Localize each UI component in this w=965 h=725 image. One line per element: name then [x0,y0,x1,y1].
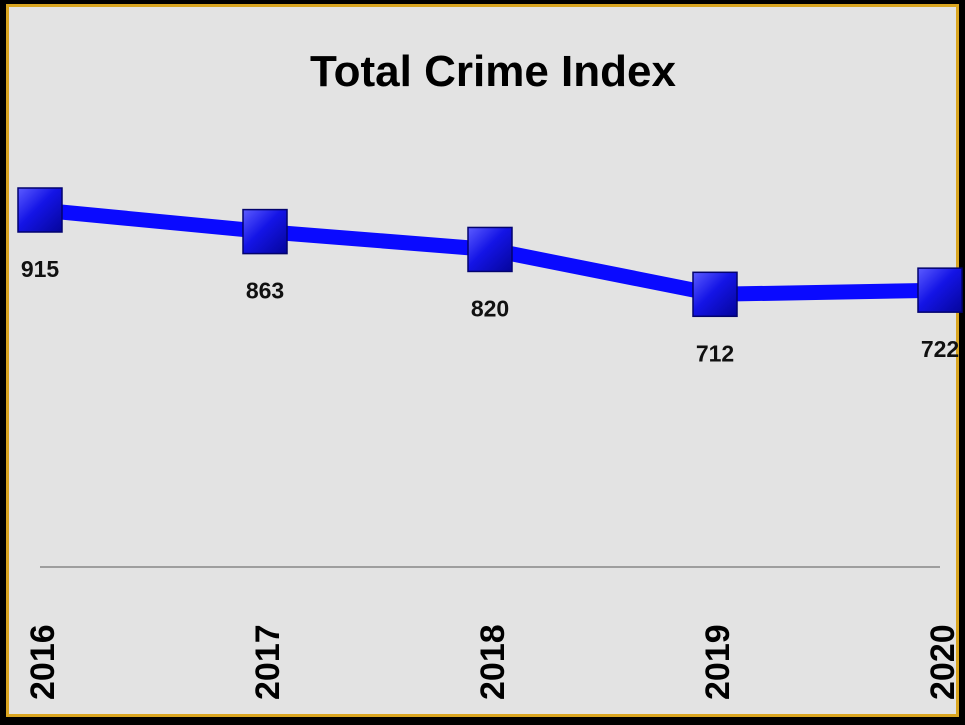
x-tick-label: 2019 [699,624,737,700]
data-point-marker [243,210,287,254]
data-label: 915 [21,256,60,282]
data-label: 712 [696,340,734,366]
data-point-marker [918,268,962,312]
x-tick-label: 2017 [249,624,287,700]
data-label: 820 [471,295,509,321]
x-tick-layer: 2016 2017 2018 2019 2020 [24,624,962,700]
x-tick-label: 2018 [474,624,512,700]
data-label: 722 [921,336,959,362]
data-point-marker [468,227,512,271]
x-tick-label: 2016 [24,624,62,700]
x-tick-label: 2020 [924,624,962,700]
data-point-marker [18,188,62,232]
data-label: 863 [246,278,284,304]
chart-title: Total Crime Index [310,47,676,96]
data-point-marker [693,272,737,316]
data-label-layer: 915 863 820 712 722 [21,256,959,366]
